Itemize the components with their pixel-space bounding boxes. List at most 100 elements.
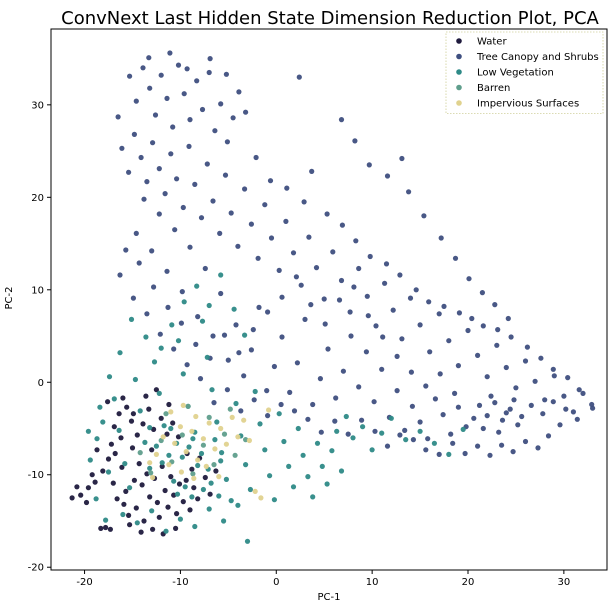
scatter-point [423, 383, 429, 389]
scatter-point [123, 247, 129, 253]
scatter-point [496, 429, 502, 435]
scatter-point [224, 387, 230, 393]
scatter-point [332, 418, 338, 424]
scatter-point [163, 528, 169, 534]
scatter-point [198, 215, 205, 221]
scatter-point [178, 469, 184, 475]
scatter-point [227, 406, 233, 412]
scatter-point [475, 443, 481, 449]
scatter-point [340, 368, 346, 374]
scatter-point [129, 445, 136, 451]
scatter-point [200, 442, 206, 448]
scatter-point [146, 406, 152, 412]
scatter-point [137, 408, 143, 414]
scatter-point [427, 349, 433, 355]
scatter-point [267, 178, 274, 184]
scatter-point [397, 432, 403, 438]
scatter-point [174, 491, 181, 497]
scatter-point [194, 283, 200, 289]
scatter-point [141, 518, 147, 524]
scatter-point [190, 436, 196, 442]
scatter-point [209, 387, 215, 393]
scatter-point [184, 66, 190, 72]
scatter-point [107, 526, 113, 532]
scatter-point [276, 411, 282, 417]
y-tick-label: 10 [31, 285, 44, 296]
scatter-point [126, 512, 132, 519]
scatter-point [168, 474, 174, 480]
scatter-point [373, 323, 379, 329]
scatter-point [142, 439, 148, 445]
scatter-point [180, 371, 186, 377]
y-tick-label: 20 [31, 193, 44, 204]
scatter-point [153, 387, 159, 393]
scatter-point [169, 322, 175, 328]
scatter-point [372, 428, 378, 434]
scatter-point [212, 446, 218, 452]
scatter-point [271, 497, 277, 503]
scatter-point [136, 461, 142, 467]
scatter-point [146, 55, 152, 61]
scatter-point [551, 373, 557, 379]
scatter-point [223, 71, 229, 77]
scatter-point [290, 250, 297, 256]
scatter-point [308, 302, 314, 308]
scatter-point [388, 415, 394, 421]
scatter-point [246, 437, 252, 444]
scatter-point [336, 297, 343, 303]
scatter-point [408, 369, 414, 375]
scatter-point [557, 422, 563, 428]
scatter-point [379, 366, 385, 372]
scatter-point [111, 424, 117, 430]
scatter-point [305, 416, 311, 422]
scatter-point [191, 475, 197, 481]
scatter-point [407, 295, 414, 301]
x-tick-label: -20 [76, 577, 92, 588]
scatter-point [149, 508, 155, 514]
scatter-point [172, 440, 178, 446]
scatter-point [268, 235, 275, 241]
scatter-point [103, 517, 109, 523]
scatter-point [264, 388, 270, 394]
legend-label: Tree Canopy and Shrubs [476, 52, 599, 63]
scatter-point [382, 280, 388, 286]
scatter-point [538, 355, 544, 361]
scatter-point [333, 395, 339, 401]
scatter-point [195, 457, 201, 463]
scatter-point [147, 465, 153, 471]
scatter-point [147, 494, 153, 500]
scatter-point [317, 376, 323, 382]
scatter-point [319, 463, 325, 469]
scatter-point [175, 338, 182, 344]
scatter-point [206, 420, 212, 426]
scatter-point [195, 496, 201, 502]
scatter-point [338, 117, 345, 123]
scatter-point [235, 502, 241, 508]
scatter-point [334, 428, 340, 434]
scatter-point [511, 397, 517, 403]
scatter-point [164, 431, 170, 437]
scatter-point [69, 495, 75, 501]
scatter-point [325, 346, 331, 352]
scatter-point [218, 425, 224, 432]
scatter-point [532, 378, 538, 384]
scatter-point [112, 450, 118, 457]
scatter-point [222, 172, 229, 178]
scatter-point [180, 402, 186, 408]
legend-marker [456, 69, 462, 75]
scatter-point [193, 341, 199, 347]
scatter-point [179, 454, 185, 460]
scatter-point [166, 401, 172, 408]
scatter-point [212, 128, 218, 134]
x-tick-label: 0 [273, 577, 279, 588]
scatter-point [515, 422, 521, 428]
scatter-point [217, 230, 223, 236]
scatter-point [134, 432, 140, 438]
scatter-point [241, 373, 247, 379]
scatter-point [271, 363, 277, 370]
scatter-point [103, 524, 109, 531]
scatter-point [379, 430, 385, 436]
scatter-point [214, 419, 220, 425]
scatter-point [492, 302, 498, 308]
scatter-point [561, 393, 567, 399]
